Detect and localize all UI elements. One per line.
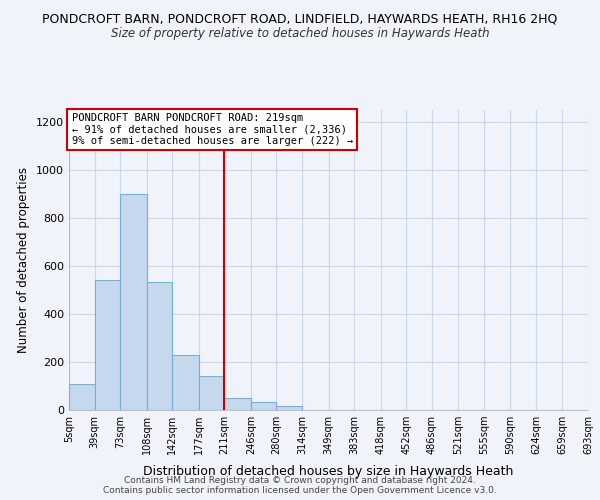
Y-axis label: Number of detached properties: Number of detached properties [17, 167, 31, 353]
Bar [224, 398, 251, 410]
X-axis label: Distribution of detached houses by size in Haywards Heath: Distribution of detached houses by size … [143, 466, 514, 478]
Bar [120, 194, 146, 410]
Text: Contains HM Land Registry data © Crown copyright and database right 2024.: Contains HM Land Registry data © Crown c… [124, 476, 476, 485]
Text: PONDCROFT BARN PONDCROFT ROAD: 219sqm
← 91% of detached houses are smaller (2,33: PONDCROFT BARN PONDCROFT ROAD: 219sqm ← … [71, 113, 353, 146]
Text: PONDCROFT BARN, PONDCROFT ROAD, LINDFIELD, HAYWARDS HEATH, RH16 2HQ: PONDCROFT BARN, PONDCROFT ROAD, LINDFIEL… [43, 12, 557, 26]
Bar [199, 376, 224, 410]
Bar [95, 280, 120, 410]
Bar [251, 402, 277, 410]
Bar [146, 282, 172, 410]
Bar [277, 406, 302, 410]
Text: Contains public sector information licensed under the Open Government Licence v3: Contains public sector information licen… [103, 486, 497, 495]
Text: Size of property relative to detached houses in Haywards Heath: Size of property relative to detached ho… [110, 28, 490, 40]
Bar [69, 384, 95, 410]
Bar [172, 355, 199, 410]
